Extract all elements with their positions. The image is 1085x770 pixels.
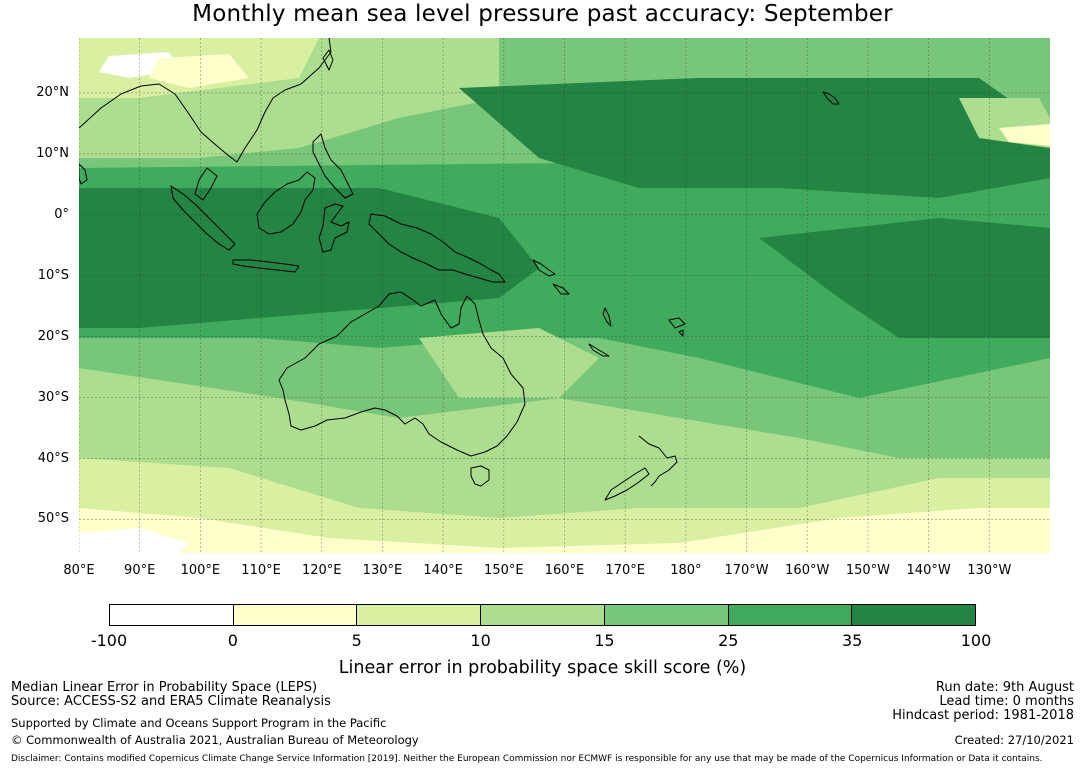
longitude-tick-label: 130°W [967, 563, 1012, 578]
chart-title: Monthly mean sea level pressure past acc… [192, 1, 893, 27]
footer-hindcast: Hindcast period: 1981-2018 [892, 708, 1074, 723]
colorbar-segment [852, 605, 976, 625]
longitude-tick-label: 140°E [423, 563, 463, 578]
colorbar-tick-label: 0 [227, 631, 238, 650]
longitude-tick-label: 90°E [124, 563, 156, 578]
colorbar-label: Linear error in probability space skill … [338, 658, 747, 678]
coastline-borneo [256, 171, 316, 235]
colorbar-segment [481, 605, 605, 625]
longitude-tick-label: 110°E [241, 563, 281, 578]
skill-band-south-yellow [79, 508, 1050, 553]
coastline-sumatra [170, 185, 236, 251]
coastline-tasmania [470, 465, 490, 487]
longitude-tick-label: 160°W [785, 563, 830, 578]
colorbar-tick-label: 5 [351, 631, 362, 650]
colorbar-segment [357, 605, 482, 625]
footer-source: Source: ACCESS-S2 and ERA5 Climate Reana… [11, 694, 331, 709]
coastline-vanuatu [602, 307, 612, 327]
coastline-java [232, 259, 300, 273]
skill-patch-yellow-north [149, 54, 249, 88]
skill-patch-tasman [419, 328, 599, 398]
longitude-tick-label: 80°E [63, 563, 95, 578]
footer-run-date: Run date: 9th August [935, 680, 1074, 695]
footer-support: Supported by Climate and Oceans Support … [11, 716, 387, 730]
colorbar-tick-label: -100 [90, 631, 128, 650]
colorbar [109, 604, 976, 626]
coastlines [79, 38, 840, 501]
coastline-sulawesi [318, 203, 350, 253]
coastline-solomon-islands [532, 259, 570, 295]
latitude-tick-label: 10°S [37, 267, 69, 283]
latitude-tick-label: 30°S [37, 389, 69, 405]
longitude-tick-label: 170°W [724, 563, 769, 578]
colorbar-tick-label: 25 [718, 631, 739, 650]
latitude-tick-label: 20°S [37, 328, 69, 344]
coastline-fiji [668, 317, 686, 337]
graticule [79, 38, 1050, 553]
coastline-new-caledonia [588, 343, 610, 357]
coastline-mainland-asia [79, 38, 332, 201]
footer-metric: Median Linear Error in Probability Space… [11, 680, 318, 695]
longitude-tick-label: 140°W [906, 563, 951, 578]
longitude-tick-label: 130°E [362, 563, 403, 578]
footer-lead-time: Lead time: 0 months [939, 694, 1074, 709]
coastline-hawaii [822, 91, 840, 105]
longitude-tick-label: 170°E [605, 563, 645, 578]
footer-disclaimer: Disclaimer: Contains modified Copernicus… [11, 754, 1043, 764]
map-panel [79, 38, 1050, 553]
colorbar-segment [728, 605, 853, 625]
longitude-tick-label: 160°E [544, 563, 585, 578]
longitude-tick-label: 120°E [301, 563, 342, 578]
longitude-tick-label: 150°W [845, 563, 891, 578]
coastline-taiwan [322, 49, 334, 71]
colorbar-tick-label: 15 [594, 631, 615, 650]
colorbar-tick-label: 10 [470, 631, 491, 650]
skill-band-north-pacific-high [459, 78, 1050, 198]
latitude-tick-label: 50°S [37, 511, 69, 527]
skill-patch-yellow-east [999, 124, 1050, 146]
coastline-australia [278, 291, 526, 457]
latitude-tick-label: 20°N [36, 84, 69, 100]
longitude-tick-label: 180° [670, 563, 702, 578]
skill-patch-white-south [79, 528, 189, 553]
latitude-tick-label: 40°S [37, 450, 69, 466]
colorbar-tick-label: 35 [841, 631, 863, 650]
longitude-tick-label: 150°E [484, 563, 524, 578]
footer-created: Created: 27/10/2021 [954, 733, 1074, 747]
latitude-tick-label: 0° [54, 206, 69, 222]
longitude-tick-label: 100°E [180, 563, 221, 578]
coastline-new-zealand [604, 435, 678, 501]
coastline-new-guinea [368, 213, 506, 283]
colorbar-segment [110, 605, 234, 625]
coastline-philippines [312, 133, 354, 199]
footer-copyright: © Commonwealth of Australia 2021, Austra… [11, 733, 419, 747]
colorbar-segment [233, 605, 358, 625]
skill-band-east-pacific-high [759, 218, 1050, 338]
skill-score-field [79, 38, 1050, 553]
colorbar-segment [604, 605, 729, 625]
latitude-tick-label: 10°N [36, 145, 69, 161]
coastline-sri-lanka [79, 163, 88, 185]
skill-band-maritime-high [79, 188, 539, 328]
colorbar-tick-label: 100 [960, 631, 992, 650]
